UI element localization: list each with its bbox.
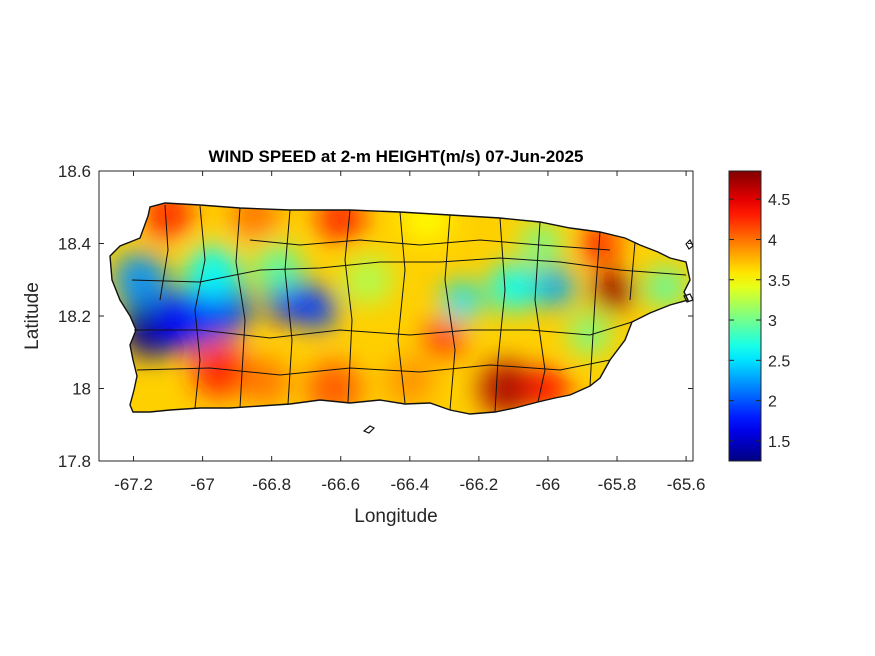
caja-de-muertos-island [362,425,376,434]
wind-speed-cell [230,203,279,239]
wind-speed-cell [478,360,535,414]
wind-speed-heatmap [110,203,690,414]
colorbar-ticks: 1.5 2 2.5 3 3.5 4 4.5 [729,192,790,451]
wind-speed-cell [534,266,576,308]
x-tick-label: -65.8 [598,475,637,494]
y-tick-label: 18.6 [58,162,91,181]
y-tick-label: 18 [72,380,91,399]
x-tick-label: -67 [190,475,215,494]
x-tick-label: -66.2 [460,475,499,494]
x-tick-label: -66.4 [390,475,429,494]
x-tick-label: -66 [536,475,561,494]
colorbar-tick-label: 3.5 [768,273,790,290]
wind-speed-cell [423,317,466,359]
y-axis-label: Latitude [22,282,43,350]
wind-speed-cell [592,269,635,312]
colorbar-tick-label: 1.5 [768,434,790,451]
wind-speed-cell [295,288,338,330]
wind-speed-cell [644,266,687,308]
colorbar [728,170,762,462]
x-tick-label: -66.6 [321,475,360,494]
wind-speed-cell [344,255,393,304]
chart-title: WIND SPEED at 2-m HEIGHT(m/s) 07-Jun-202… [208,147,583,166]
puerto-rico-coastline [109,202,691,415]
wind-speed-cell [185,244,241,301]
wind-speed-cell [440,280,483,323]
y-tick-label: 18.2 [58,307,91,326]
wind-speed-cell [254,244,303,294]
x-axis-ticks: -67.2 -67 -66.8 -66.6 -66.4 -66.2 -66 -65.8 -65.… [114,171,705,494]
culebra-fragment [685,238,694,250]
colorbar-tick-label: 3 [768,313,777,330]
x-axis-label: Longitude [354,506,437,527]
x-tick-label: -65.6 [667,475,706,494]
wind-speed-cell [385,357,434,406]
colorbar-tick-label: 4.5 [768,192,790,209]
wind-speed-cell [489,262,538,312]
colorbar-tick-label: 2.5 [768,353,790,370]
wind-speed-cell [192,342,248,399]
colorbar-tick-label: 2 [768,394,777,411]
wind-speed-cell [568,313,611,355]
x-tick-label: -66.8 [252,475,291,494]
x-tick-label: -67.2 [114,475,153,494]
y-tick-label: 17.8 [58,452,91,471]
wind-speed-cell [240,357,289,406]
municipality-boundaries [131,204,687,413]
y-tick-label: 18.4 [58,235,91,254]
colorbar-tick-label: 4 [768,232,777,249]
wind-speed-cell [143,203,193,239]
vieques-fragment [683,293,694,303]
y-axis-ticks: 17.8 18 18.2 18.4 18.6 [58,162,693,471]
wind-speed-cell [520,222,562,265]
